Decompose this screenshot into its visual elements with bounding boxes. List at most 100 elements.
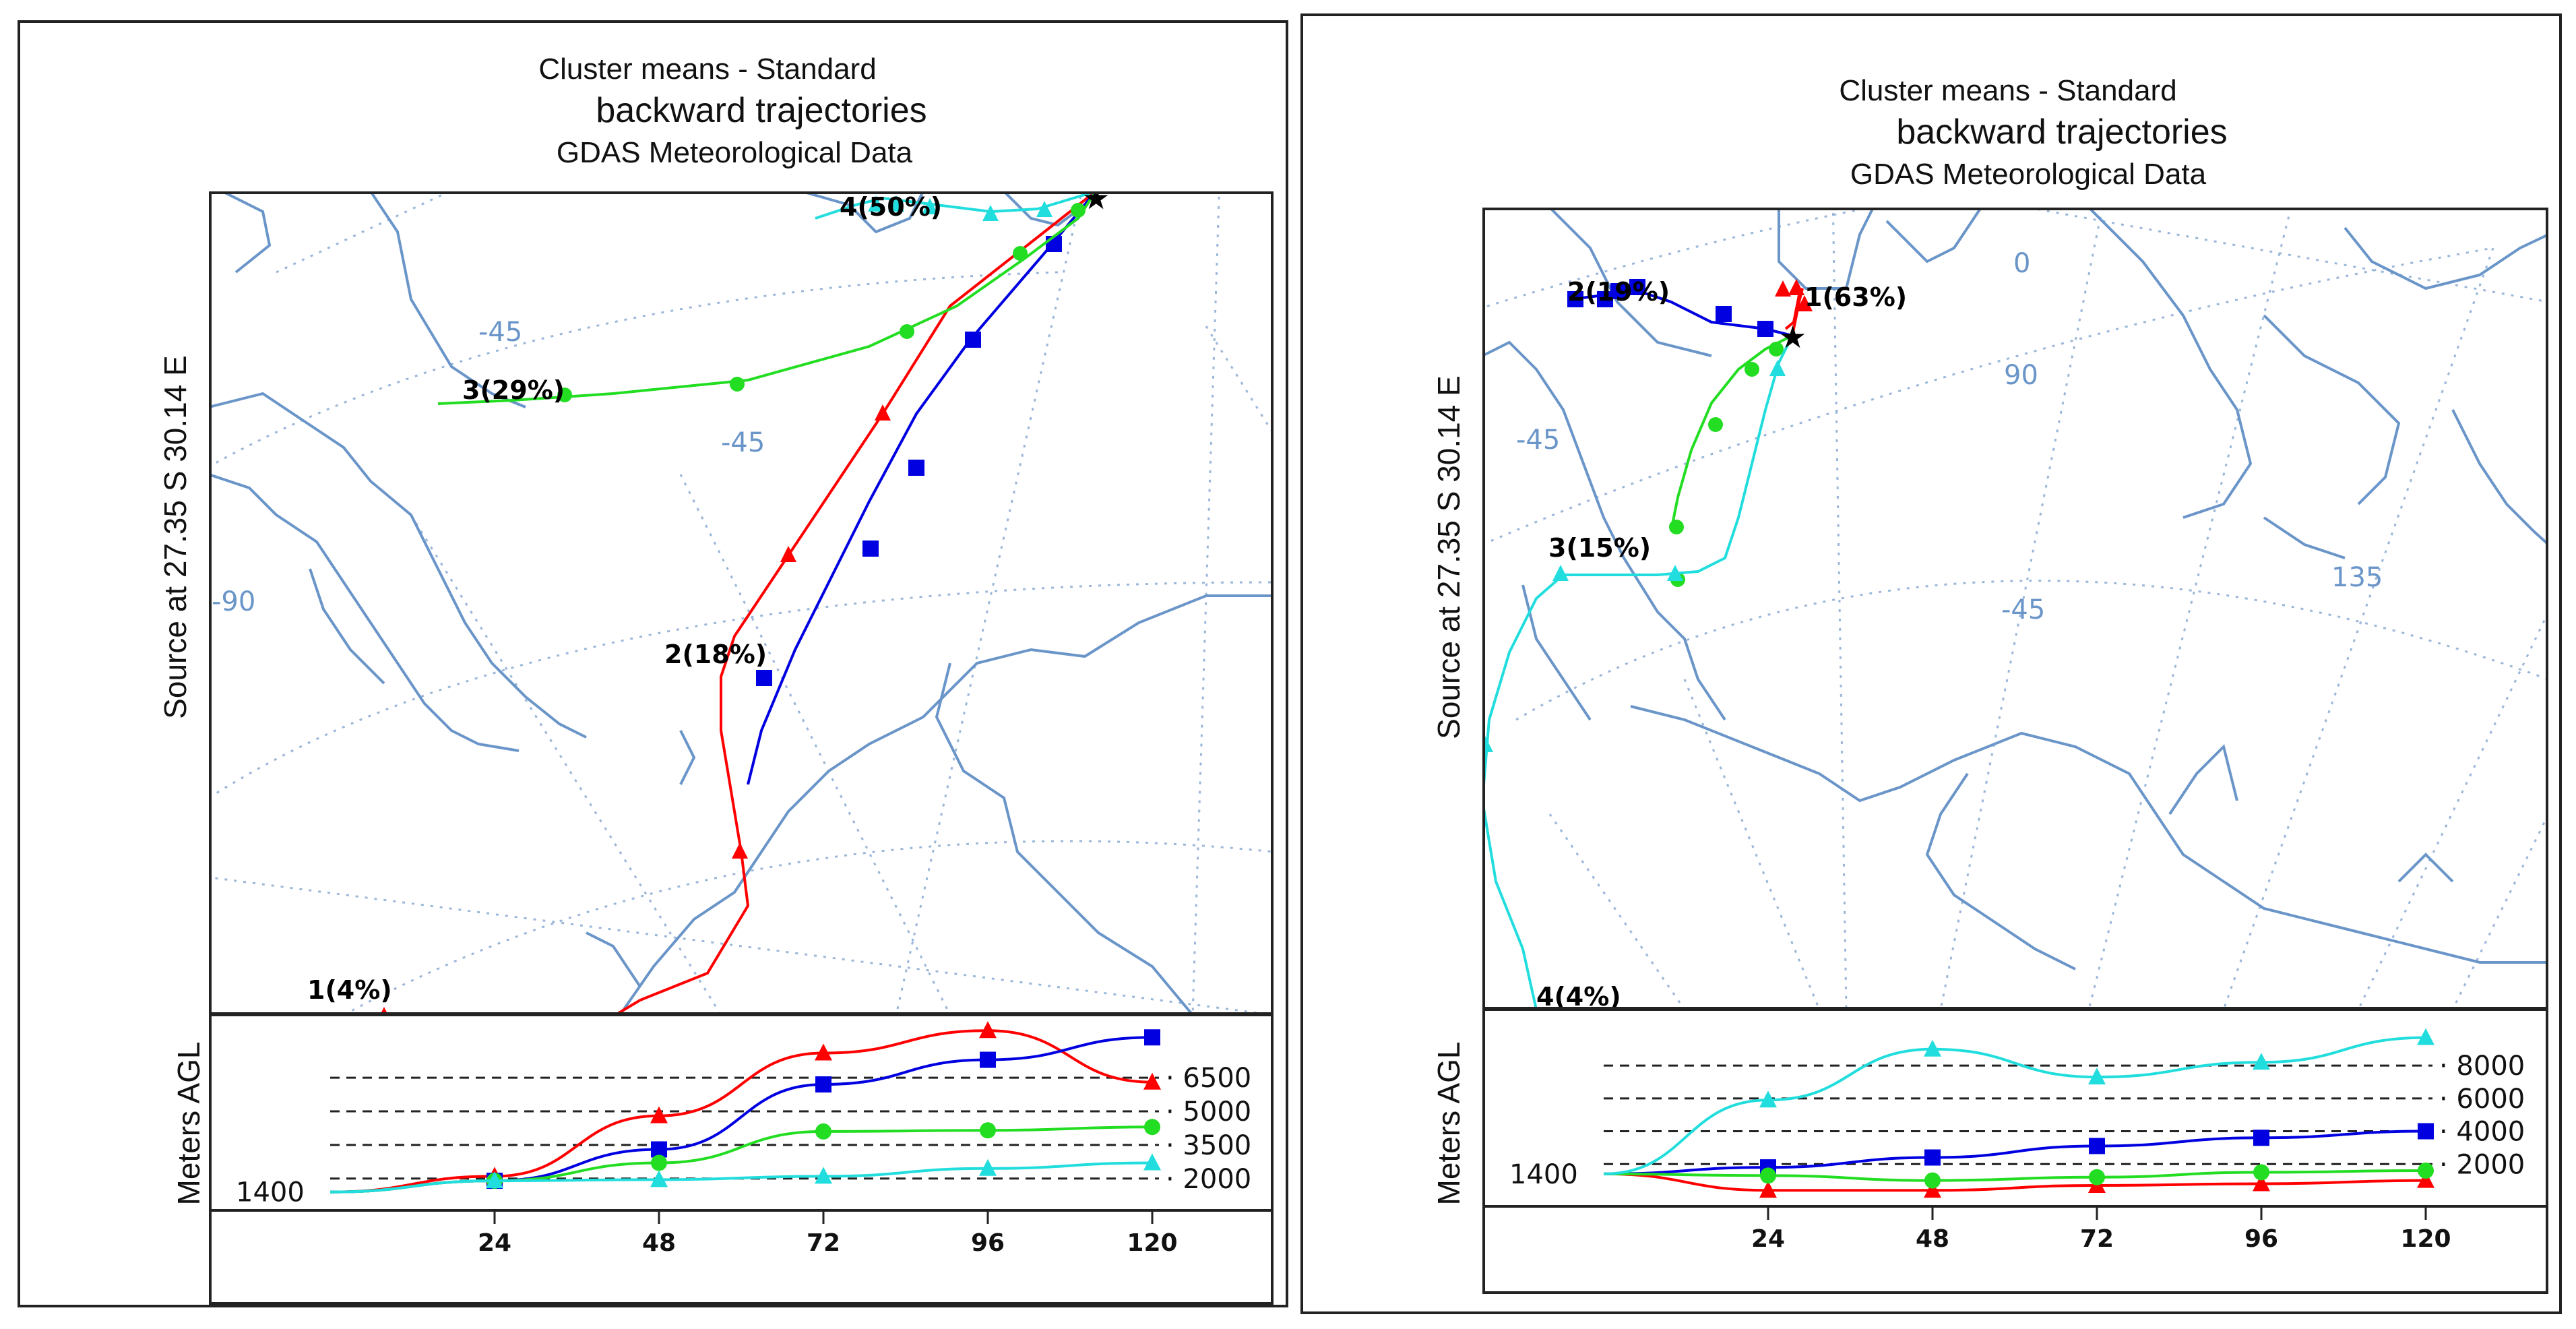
agl-axis-border-b [1482, 1205, 2548, 1294]
panel-a-coastlines [209, 191, 1274, 1015]
panel-a-title-line2: backward trajectories [596, 91, 927, 130]
agl-point-a-1-48 [650, 1106, 668, 1123]
panel-a-trajectory-2-markers [756, 236, 1062, 686]
panel-a-trajectory-3-markers [557, 203, 1086, 402]
agl-point-a-4-120 [1143, 1153, 1161, 1171]
agl-point-a-1-120 [1143, 1072, 1161, 1090]
agl-xtick-label-a-96: 96 [971, 1229, 1005, 1257]
panel-b-title-line2: backward trajectories [1896, 113, 2228, 152]
panel-a-source-star-icon: ★ [1082, 191, 1110, 216]
agl-point-b-3-72 [2089, 1169, 2105, 1185]
panel-a-trajectory-4 [815, 191, 1096, 220]
panel-b-trajectory-1-markers [1775, 279, 1813, 311]
agl-xtick-label-b-24: 24 [1751, 1225, 1785, 1253]
panel-b-grid-label-2: 0 [2013, 248, 2030, 279]
panel-b-source-star-icon: ★ [1779, 319, 1807, 355]
agl-point-b-4-72 [2088, 1068, 2106, 1085]
panel-b-title-line1: Cluster means - Standard [1839, 74, 2177, 107]
agl-ytick-label-a-5000: · 5000 [1166, 1096, 1251, 1127]
panel-a-map: ★ -45 -45 -90 1(4%) 2(18%) 3(29%) 4(50%)… [209, 191, 1274, 1015]
agl-point-a-2-120 [1144, 1029, 1160, 1046]
panel-a-trajectory-1 [612, 191, 1097, 1015]
agl-point-b-2-120 [2418, 1123, 2434, 1140]
agl-point-a-3-96 [980, 1122, 996, 1139]
agl-plot-border-a [209, 1014, 1274, 1212]
agl-series-line-a-1 [329, 1029, 1153, 1194]
agl-point-a-1-72 [815, 1043, 832, 1061]
agl-ytick-label-a-3500: · 3500 [1166, 1130, 1251, 1161]
agl-xtick-label-a-72: 72 [807, 1229, 840, 1257]
agl-point-b-3-96 [2253, 1164, 2269, 1181]
agl-point-b-4-96 [2253, 1053, 2270, 1070]
panel-b-trajectory-3-markers [1669, 342, 1784, 587]
agl-point-a-3-120 [1144, 1119, 1160, 1136]
panel-b-frame [1300, 13, 2562, 1314]
agl-point-b-2-48 [1924, 1149, 1941, 1166]
panel-a-frame [18, 20, 1288, 1307]
panel-b-trajectory-4 [1482, 335, 1794, 1010]
panel-b-coastlines [1482, 208, 2548, 970]
panel-a-trajectory-3 [437, 191, 1097, 405]
agl-xtick-label-a-24: 24 [478, 1229, 511, 1257]
panel-b-grid-label-1: -45 [1516, 425, 1560, 456]
panel-a-cluster-label-2: 2(18%) [664, 640, 767, 669]
agl-xtick-label-b-96: 96 [2244, 1225, 2278, 1253]
agl-point-b-1-24 [1759, 1181, 1777, 1198]
agl-ytick-label-b-4000: · 4000 [2439, 1117, 2525, 1148]
agl-point-a-4-72 [815, 1167, 832, 1184]
agl-ytick-label-a-2000: · 2000 [1166, 1164, 1251, 1195]
agl-point-b-3-48 [1924, 1172, 1941, 1189]
agl-xtick-label-b-120: 120 [2400, 1225, 2451, 1253]
agl-point-b-2-96 [2253, 1130, 2269, 1146]
panel-a-trajectory-1-markers [380, 404, 891, 1015]
agl-point-b-4-24 [1759, 1090, 1777, 1108]
agl-point-a-3-72 [815, 1123, 831, 1140]
panel-a-grid-label-2: -45 [721, 427, 765, 458]
agl-xtick-label-b-72: 72 [2080, 1225, 2114, 1253]
panel-b-agl-label: Meters AGL [1431, 1041, 1466, 1206]
panel-b-title-line3: GDAS Meteorological Data [1850, 158, 2207, 191]
panel-b-cluster-label-4: 4(4%) [1536, 982, 1621, 1010]
agl-xtick-label-a-120: 120 [1127, 1229, 1177, 1257]
agl-series-line-a-4 [329, 1161, 1153, 1194]
panel-b-trajectory-3 [1670, 334, 1793, 532]
agl-point-b-1-96 [2253, 1174, 2270, 1192]
agl-ytick-label-a-1400: 1400 [236, 1177, 305, 1208]
panel-b-grid-label-5: -45 [2001, 594, 2045, 625]
agl-series-line-b-2 [1603, 1130, 2426, 1175]
agl-point-a-2-72 [815, 1076, 831, 1093]
agl-point-a-4-48 [650, 1170, 668, 1187]
agl-point-a-1-96 [979, 1021, 997, 1039]
agl-point-b-4-48 [1924, 1039, 1941, 1057]
panel-b-cluster-label-2: 2(19%) [1567, 277, 1670, 307]
panel-a-map-border [209, 191, 1274, 1015]
agl-point-a-3-48 [651, 1154, 667, 1171]
agl-ytick-label-b-1400: 1400 [1509, 1159, 1578, 1190]
panel-a-cluster-label-3: 3(29%) [462, 375, 565, 405]
agl-ytick-label-a-6500: · 6500 [1166, 1063, 1251, 1094]
panel-a-grid-label-1: -45 [478, 317, 522, 348]
panel-a-cluster-label-1: 1(4%) [307, 975, 392, 1005]
panel-b-map: ★ -45 0 90 135 -45 1(63%) 2(19%) 3(15%) … [1482, 208, 2548, 1010]
panel-b-trajectory-2-markers [1567, 279, 1773, 337]
agl-ytick-label-b-8000: · 8000 [2439, 1051, 2525, 1082]
panel-a-graticule [209, 191, 1274, 1015]
agl-point-b-4-120 [2417, 1028, 2434, 1045]
panel-b-grid-label-4: 135 [2331, 562, 2383, 593]
panel-a-title-line3: GDAS Meteorological Data [556, 136, 913, 169]
agl-point-b-2-72 [2089, 1138, 2105, 1154]
panel-a-grid-label-3: -90 [212, 586, 255, 617]
panel-a-trajectory-2 [747, 191, 1097, 785]
agl-xtick-label-b-48: 48 [1916, 1225, 1949, 1253]
agl-series-line-b-3 [1603, 1169, 2426, 1182]
agl-series-line-b-1 [1603, 1172, 2426, 1192]
agl-point-b-3-24 [1760, 1167, 1776, 1184]
panel-a-title-line1: Cluster means - Standard [538, 53, 877, 86]
panel-a-source-label: Source at 27.35 S 30.14 E [158, 355, 193, 719]
panel-b-agl-chart: 1400 · 2000· 4000· 6000· 8000 24 48 72 96 120 [1482, 1008, 2548, 1294]
agl-point-a-2-96 [980, 1051, 996, 1068]
panel-a-agl-chart: 1400 · 2000· 3500· 5000· 6500 24 48 72 96 120 [209, 1014, 1274, 1305]
agl-point-a-4-24 [486, 1171, 503, 1189]
panel-b-graticule [1482, 208, 2548, 1010]
